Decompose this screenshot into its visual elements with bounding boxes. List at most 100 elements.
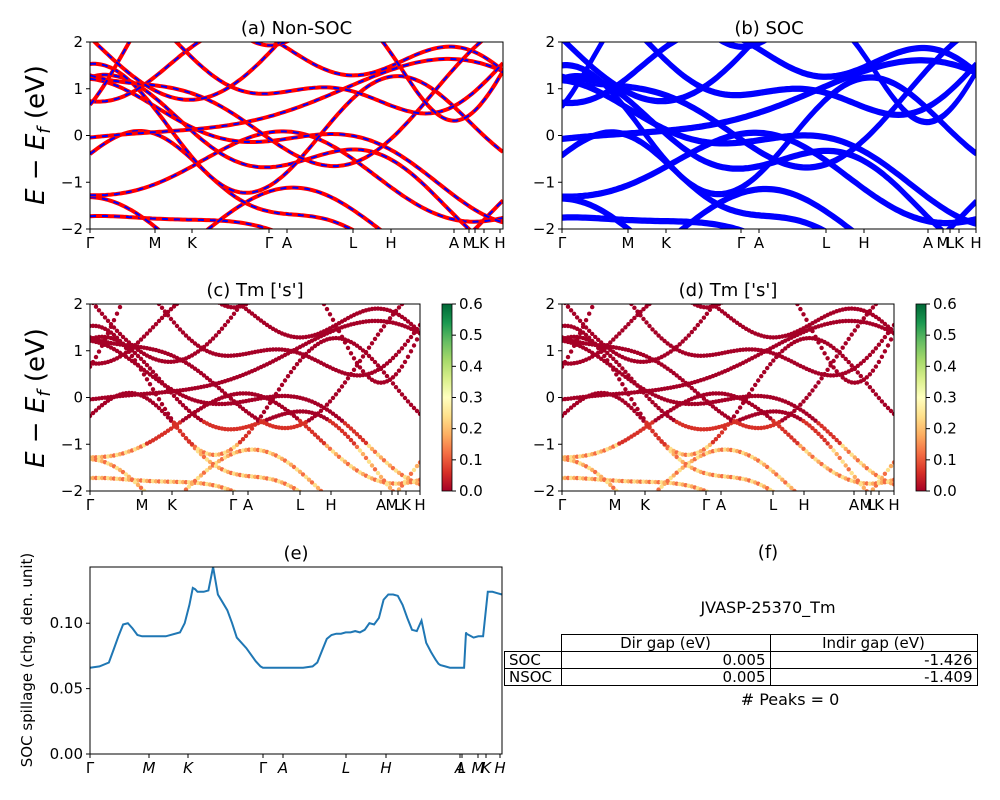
band-point xyxy=(572,258,576,262)
y-tick-label: 1 xyxy=(545,80,555,98)
band-point xyxy=(822,219,826,223)
band-point xyxy=(174,396,180,402)
band-point xyxy=(587,335,592,340)
band-point xyxy=(852,328,857,333)
band-point xyxy=(370,567,374,571)
band-point xyxy=(180,330,186,335)
band-point xyxy=(393,372,399,377)
band-point xyxy=(835,523,839,527)
band-point xyxy=(183,333,189,338)
band-point xyxy=(286,528,290,532)
band-point xyxy=(765,365,770,371)
colorbar-tick-label: 0.1 xyxy=(459,451,483,469)
band-point xyxy=(112,536,116,540)
band-point xyxy=(611,337,616,342)
table-row: NSOC 0.005 -1.409 xyxy=(504,668,978,686)
band-point xyxy=(400,269,404,273)
band-point xyxy=(804,215,808,219)
band-point xyxy=(117,331,123,337)
band-point xyxy=(100,535,104,539)
band-point xyxy=(361,570,365,574)
x-tick-label: H xyxy=(798,496,809,514)
x-tick-label: H xyxy=(970,234,981,252)
band-point xyxy=(813,428,818,434)
band-point xyxy=(142,284,146,288)
band-point xyxy=(744,514,748,518)
band-point xyxy=(813,457,818,462)
band-point xyxy=(109,259,113,263)
band-point xyxy=(810,526,814,530)
band-point xyxy=(713,406,719,411)
band-point xyxy=(186,484,192,489)
band-point xyxy=(837,440,842,446)
band-point xyxy=(584,260,588,264)
band-point xyxy=(825,517,829,521)
band-point xyxy=(723,523,727,527)
band-point xyxy=(623,325,628,330)
band-point xyxy=(127,269,131,273)
band-point xyxy=(187,294,191,298)
band-point xyxy=(181,525,185,529)
band-point xyxy=(309,346,315,351)
band-point xyxy=(810,566,814,570)
band-point xyxy=(840,459,845,464)
band-point xyxy=(822,515,826,519)
band-point xyxy=(133,274,137,278)
band-point xyxy=(153,322,159,327)
band-point xyxy=(629,304,634,307)
band-line xyxy=(562,42,976,104)
band-point xyxy=(418,524,422,528)
band-point xyxy=(366,345,372,350)
band-point xyxy=(876,342,882,347)
band-point xyxy=(867,385,873,390)
band-point xyxy=(593,334,598,340)
band-point xyxy=(414,326,420,332)
band-point xyxy=(771,418,776,424)
band-point xyxy=(698,393,703,399)
band-point xyxy=(786,551,790,555)
band-point xyxy=(141,359,147,365)
band-point xyxy=(650,420,655,425)
band-point xyxy=(813,418,818,423)
band-point xyxy=(882,471,888,476)
band-point xyxy=(665,444,670,449)
band-point xyxy=(883,293,887,297)
band-point xyxy=(399,346,405,351)
colorbar-tick-label: 0.3 xyxy=(459,389,483,407)
band-point xyxy=(719,430,725,435)
band-point xyxy=(268,512,272,516)
band-point xyxy=(319,297,323,301)
band-point xyxy=(333,423,339,428)
material-id: JVASP-25370_Tm xyxy=(700,598,836,617)
band-point xyxy=(847,566,851,570)
band-point xyxy=(373,237,377,241)
band-point xyxy=(309,416,315,421)
band-point xyxy=(267,400,273,406)
band-point xyxy=(327,399,333,404)
band-point xyxy=(831,521,835,525)
y-tick-label: −1 xyxy=(533,435,555,453)
band-point xyxy=(150,387,156,392)
band-point xyxy=(330,317,336,322)
band-point xyxy=(786,514,790,518)
band-point xyxy=(211,536,215,540)
band-point xyxy=(611,367,616,372)
band-point xyxy=(93,354,99,360)
band-point xyxy=(871,531,875,535)
band-point xyxy=(364,538,368,542)
band-point xyxy=(665,413,670,418)
band-point xyxy=(282,378,288,383)
band-point xyxy=(276,387,282,392)
band-point xyxy=(408,402,414,407)
band-point xyxy=(418,525,422,529)
band-point xyxy=(590,535,594,539)
band-point xyxy=(121,535,125,539)
band-point xyxy=(136,529,140,533)
band-point xyxy=(641,416,646,421)
band-point xyxy=(596,534,600,538)
band-point xyxy=(210,380,216,386)
band-point xyxy=(403,530,407,534)
band-point xyxy=(340,216,344,220)
band-point xyxy=(99,343,105,348)
band-point xyxy=(240,437,246,442)
